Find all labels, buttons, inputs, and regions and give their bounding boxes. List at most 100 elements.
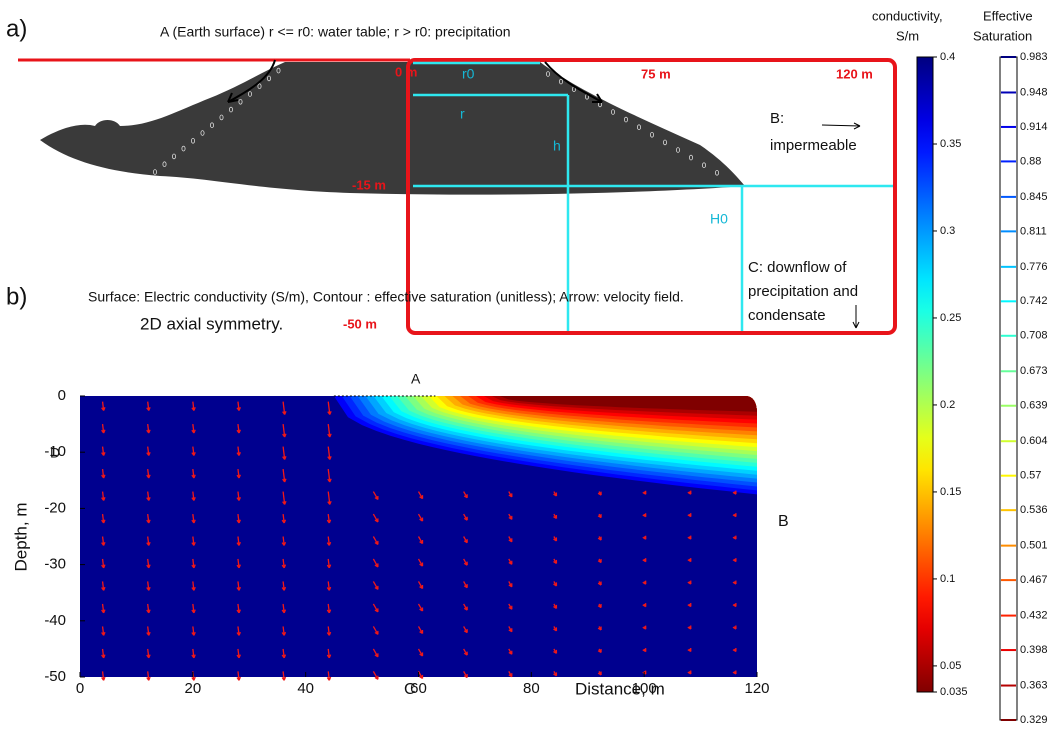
conductivity-colorbar — [916, 56, 934, 693]
velocity-arrow-head — [191, 564, 196, 569]
velocity-arrow — [237, 491, 240, 501]
velocity-arrow-head — [463, 606, 468, 611]
domain-box — [406, 58, 897, 335]
velocity-arrow-head — [687, 535, 692, 540]
velocity-arrow — [147, 468, 150, 479]
velocity-arrow-head — [687, 490, 692, 495]
velocity-arrow-head — [687, 647, 692, 653]
panel-subtitle: 2D axial symmetry. — [140, 314, 283, 333]
velocity-arrow-head — [553, 492, 558, 497]
velocity-arrow — [147, 626, 150, 636]
velocity-arrow-head — [236, 676, 241, 681]
velocity-arrow-head — [236, 474, 241, 479]
colorbar-title: S/m — [896, 28, 919, 43]
y-tick-label: -30 — [44, 556, 66, 573]
dot — [546, 71, 551, 77]
velocity-arrow — [192, 648, 195, 658]
velocity-arrow-head — [553, 537, 558, 542]
velocity-arrow-head — [191, 474, 196, 479]
velocity-arrow-head — [463, 561, 468, 566]
velocity-arrow — [101, 401, 105, 411]
velocity-arrow-head — [597, 604, 602, 609]
velocity-arrow-head — [553, 582, 558, 587]
velocity-arrow-head — [597, 536, 602, 541]
velocity-arrow — [237, 648, 240, 658]
velocity-arrow-head — [419, 584, 424, 590]
velocity-arrow-head — [282, 455, 287, 460]
velocity-arrow-head — [236, 586, 241, 591]
colorbars: 0.4 0.35 0.3 0.25 0.2 0.15 0.1 0.05 0.035 0.983 0.… — [933, 51, 1048, 726]
colorbar-tick-label: 0.2 — [940, 399, 955, 411]
x-tick-label: 80 — [523, 680, 540, 697]
dot — [266, 75, 271, 82]
velocity-arrow — [101, 446, 105, 456]
colorbar-tick-label: 0.4 — [940, 51, 955, 63]
x-tick-label: 20 — [184, 680, 201, 697]
colorbar-tick-label: 0.88 — [1020, 155, 1041, 167]
depth-label: 120 m — [836, 66, 873, 81]
velocity-arrow — [192, 468, 195, 479]
velocity-arrow — [192, 424, 195, 434]
velocity-arrow-head — [101, 676, 106, 681]
velocity-arrow-head — [732, 535, 737, 540]
colorbar-tick-label: 0.35 — [940, 138, 961, 150]
velocity-arrow-head — [732, 580, 737, 585]
velocity-arrow — [147, 603, 150, 613]
velocity-arrow — [147, 401, 150, 411]
velocity-arrow — [237, 603, 240, 613]
dots — [152, 67, 720, 176]
velocity-arrow-head — [419, 562, 424, 567]
velocity-arrow-head — [146, 676, 151, 681]
dot — [257, 83, 262, 89]
velocity-arrow-head — [101, 631, 106, 636]
velocity-arrow — [282, 581, 285, 591]
colorbar-tick-label: 0.035 — [940, 686, 968, 698]
velocity-arrow — [101, 603, 105, 613]
velocity-arrow — [192, 536, 195, 546]
velocity-arrow-head — [642, 535, 647, 540]
velocity-arrow-head — [687, 603, 692, 608]
dot — [200, 130, 205, 136]
velocity-arrow-head — [191, 496, 196, 501]
velocity-arrow — [147, 581, 150, 591]
boundary-label: impermeable — [770, 137, 857, 154]
velocity-arrow-head — [508, 493, 513, 498]
velocity-arrow-head — [642, 558, 647, 563]
colorbar-tick-label: 0.776 — [1020, 261, 1048, 273]
velocity-arrow-head — [642, 490, 647, 495]
velocity-arrow — [192, 513, 195, 524]
velocity-arrow-head — [463, 651, 468, 656]
velocity-arrow-head — [508, 673, 513, 678]
velocity-arrow-head — [101, 519, 106, 524]
velocity-arrow-head — [281, 519, 287, 524]
velocity-arrow — [282, 424, 286, 438]
velocity-arrow — [282, 558, 285, 568]
velocity-arrow — [237, 536, 240, 546]
velocity-arrow-head — [191, 452, 196, 456]
dot — [637, 124, 642, 130]
marker: B — [778, 513, 789, 530]
velocity-arrow-head — [191, 631, 196, 636]
velocity-arrow-head — [146, 586, 151, 591]
velocity-arrow-head — [463, 516, 468, 521]
velocity-arrow-head — [463, 494, 468, 499]
velocity-arrow-head — [374, 495, 379, 501]
velocity-arrow-head — [236, 654, 241, 659]
velocity-arrow-head — [326, 586, 332, 591]
velocity-arrow — [372, 513, 379, 523]
velocity-arrow-head — [326, 654, 332, 659]
velocity-arrow-head — [553, 559, 558, 564]
panel-label: a) — [6, 15, 27, 42]
velocity-arrow — [192, 603, 195, 613]
velocity-arrow-head — [508, 605, 513, 610]
velocity-arrow-head — [597, 514, 602, 519]
velocity-arrow-head — [191, 407, 196, 411]
velocity-arrow-head — [281, 631, 287, 636]
geometry-label: r0 — [462, 66, 475, 82]
colorbar-tick-label: 0.742 — [1020, 295, 1048, 307]
velocity-arrow-head — [553, 672, 558, 677]
dot — [715, 170, 720, 176]
velocity-arrow — [282, 468, 286, 483]
dot — [276, 67, 281, 74]
